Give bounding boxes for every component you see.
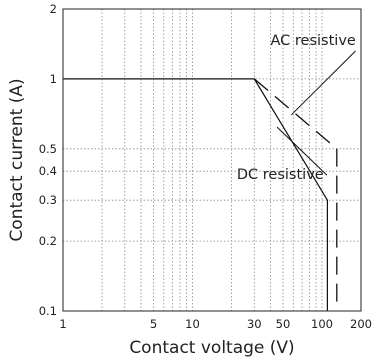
- dc-resistive-line: [63, 78, 328, 311]
- dc-resistive-label: DC resistive: [237, 167, 324, 183]
- y-tick-label: 1: [50, 72, 57, 86]
- y-tick-labels: 0.1 0.2 0.3 0.4 0.5 1 2: [39, 2, 57, 318]
- x-tick-label: 50: [276, 317, 291, 331]
- x-tick-label: 100: [311, 317, 333, 331]
- y-axis-title: Contact current (A): [7, 78, 27, 241]
- series-lines: [63, 78, 338, 311]
- annotations: AC resistive DC resistive: [237, 33, 356, 183]
- x-tick-label: 200: [350, 317, 372, 331]
- ac-resistive-leader: [291, 50, 356, 116]
- y-tick-label: 0.5: [39, 142, 57, 156]
- x-tick-label: 1: [59, 317, 66, 331]
- y-tick-label: 2: [50, 2, 57, 16]
- ac-resistive-label: AC resistive: [271, 33, 356, 49]
- grid-lines: [63, 9, 361, 311]
- y-tick-label: 0.4: [39, 164, 57, 178]
- plot-frame: [62, 8, 362, 312]
- ac-resistive-line: [253, 78, 338, 311]
- x-tick-label: 30: [247, 317, 262, 331]
- dc-resistive-leader: [276, 126, 328, 176]
- y-tick-label: 0.1: [39, 304, 57, 318]
- y-tick-label: 0.3: [39, 193, 57, 207]
- y-tick-label: 0.2: [39, 234, 57, 248]
- x-tick-labels: 1 5 10 30 50 100 200: [59, 317, 372, 331]
- x-axis-title: Contact voltage (V): [129, 338, 294, 358]
- x-tick-label: 5: [150, 317, 157, 331]
- x-tick-label: 10: [185, 317, 200, 331]
